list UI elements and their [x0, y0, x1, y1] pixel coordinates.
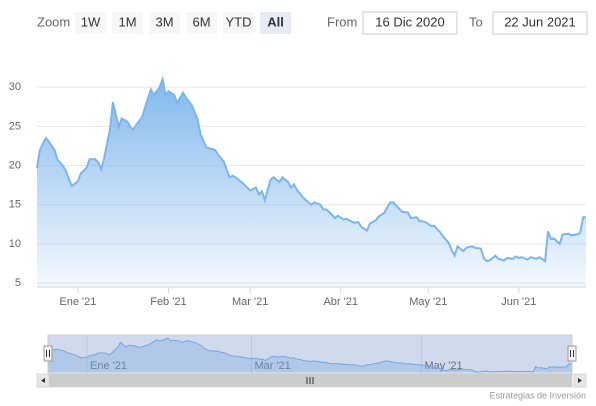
- area-line: [47, 337, 572, 373]
- y-tick-label: 20: [9, 159, 21, 171]
- arrow-left: [41, 378, 45, 383]
- y-tick-label: 30: [9, 81, 21, 93]
- x-tick-label: Mar '21: [232, 296, 268, 308]
- x-tick-label: May '21: [409, 296, 447, 308]
- arrow-right: [578, 378, 582, 383]
- navigator-handle[interactable]: [43, 345, 53, 362]
- x-tick-label: Jun '21: [501, 296, 536, 308]
- zoom-button-label[interactable]: 3M: [155, 14, 173, 29]
- zoom-button[interactable]: [75, 12, 106, 34]
- grip: [306, 377, 314, 384]
- zoom-button-label[interactable]: All: [267, 14, 284, 29]
- range-selector: Zoom 1W 1M 3M 6M YTD All From 16 Dic 2020 To …: [37, 11, 588, 35]
- zoom-button[interactable]: [260, 12, 291, 34]
- navigator-label: Ene '21: [90, 360, 127, 372]
- zoom-buttons: 1W 1M 3M 6M YTD All: [75, 12, 291, 34]
- navigator-label: Mar '21: [254, 360, 290, 372]
- plot: 5 10 15 20 25 30 Ene '21 Feb '21 Mar '21 Abr '21 M…: [9, 75, 586, 308]
- area-fill: [48, 338, 572, 372]
- navigator-label: May '21: [424, 360, 462, 372]
- navigator-handle[interactable]: [567, 345, 577, 362]
- credits: Estrategias de Inversión: [489, 390, 586, 400]
- navigator: Ene '21 Mar '21 May '21: [37, 334, 586, 375]
- to-value[interactable]: 22 Jun 2021: [504, 14, 576, 29]
- from-value[interactable]: 16 Dic 2020: [375, 14, 444, 29]
- zoom-button[interactable]: [186, 12, 217, 34]
- zoom-label: Zoom: [37, 14, 70, 29]
- y-tick-label: 15: [9, 199, 21, 211]
- area-fill: [37, 79, 586, 287]
- scrollbar[interactable]: [36, 373, 587, 388]
- zoom-button[interactable]: [149, 12, 180, 34]
- area-line: [36, 75, 586, 263]
- x-tick-label: Abr '21: [323, 296, 358, 308]
- handle-grip: [570, 350, 574, 357]
- y-tick-label: 10: [9, 238, 21, 250]
- y-tick-label: 5: [15, 277, 21, 289]
- from-label: From: [327, 14, 357, 29]
- handle-grip: [46, 350, 50, 357]
- zoom-button[interactable]: [223, 12, 254, 34]
- zoom-button-label[interactable]: 1M: [118, 14, 136, 29]
- from-input[interactable]: [362, 11, 458, 35]
- to-label: To: [469, 14, 483, 29]
- navigator-bg: [37, 335, 586, 374]
- x-tick-label: Ene '21: [59, 296, 96, 308]
- to-input[interactable]: [492, 11, 588, 35]
- zoom-button-label[interactable]: 6M: [192, 14, 210, 29]
- zoom-button-label[interactable]: 1W: [81, 14, 101, 29]
- zoom-button[interactable]: [112, 12, 143, 34]
- y-tick-label: 25: [9, 120, 21, 132]
- zoom-button-label[interactable]: YTD: [226, 14, 252, 29]
- x-tick-label: Feb '21: [150, 296, 186, 308]
- navigator-mask: [47, 334, 573, 375]
